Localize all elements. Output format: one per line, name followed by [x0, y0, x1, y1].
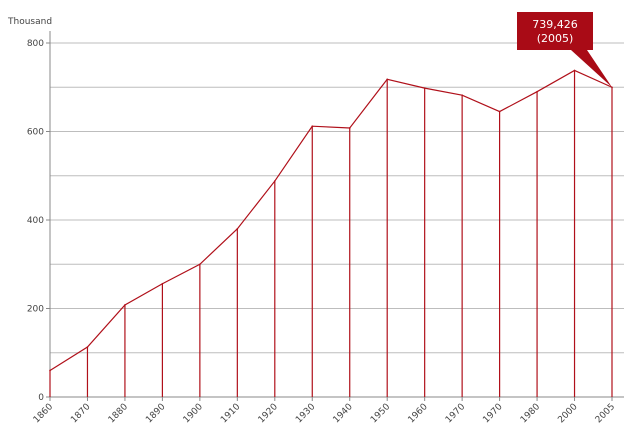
y-tick-label: 0 — [38, 393, 44, 403]
x-tick-label: 1900 — [182, 402, 205, 425]
value-callout: 739,426 (2005) — [517, 12, 612, 88]
x-tick-label: 1870 — [69, 402, 92, 425]
grid-lines — [49, 31, 624, 398]
data-point — [274, 180, 276, 182]
data-point — [536, 90, 538, 93]
data-point — [386, 78, 389, 81]
data-point — [199, 263, 201, 266]
data-point — [86, 346, 89, 348]
vertical-drop-lines — [49, 70, 613, 397]
y-tick-labels: 0 200 400 600 800 — [27, 39, 50, 403]
y-axis-title: Thousand — [7, 17, 52, 27]
series-line — [49, 69, 613, 372]
x-tick-label: 1910 — [219, 402, 242, 425]
data-point — [236, 228, 239, 230]
data-point — [573, 69, 576, 72]
x-tick-label: 1950 — [369, 402, 392, 425]
data-point — [311, 125, 314, 127]
x-tick-label: 1960 — [407, 402, 430, 425]
x-tick-label: 1860 — [32, 402, 55, 425]
x-tick-label: 1930 — [294, 402, 317, 425]
series-path — [49, 69, 613, 371]
data-point — [124, 304, 126, 306]
x-tick-label: 2005 — [594, 402, 617, 425]
data-point — [423, 87, 426, 89]
callout-value: 739,426 — [532, 18, 578, 31]
y-tick-label: 400 — [27, 216, 44, 226]
x-tick-labels: 1860 1870 1880 1890 1900 1910 1920 1930 1940 1950… — [32, 397, 617, 425]
data-point — [348, 127, 351, 129]
data-point — [161, 282, 164, 285]
callout-box — [517, 12, 612, 88]
y-tick-label: 200 — [27, 305, 44, 315]
x-tick-label: 1920 — [257, 402, 280, 425]
x-tick-label: 1940 — [332, 402, 355, 425]
data-point — [498, 110, 501, 113]
y-tick-label: 600 — [27, 128, 44, 138]
x-tick-label: 1970 — [481, 402, 504, 425]
data-point — [461, 94, 463, 97]
x-tick-label: 2000 — [556, 402, 579, 425]
y-tick-label: 800 — [27, 39, 44, 49]
x-tick-label: 1970 — [444, 402, 467, 425]
data-point — [49, 369, 51, 372]
x-tick-label: 1890 — [144, 402, 167, 425]
x-tick-label: 1880 — [107, 402, 130, 425]
x-tick-label: 1980 — [519, 402, 542, 425]
callout-year: (2005) — [537, 32, 574, 45]
